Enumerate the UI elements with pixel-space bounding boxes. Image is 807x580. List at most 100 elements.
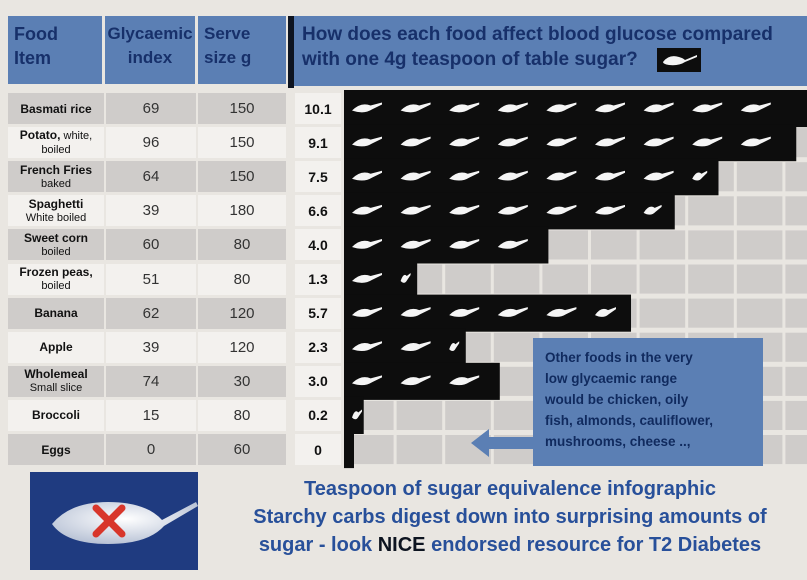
- food-name: Broccoli: [31, 408, 80, 423]
- teaspoon-of-sugar-icon: [546, 102, 577, 113]
- teaspoon-of-sugar-icon: [352, 375, 382, 386]
- food-name-cell: Spaghetti White boiled: [8, 195, 104, 227]
- empty-slot: [639, 298, 686, 328]
- callout-line1: Other foods in the very: [545, 350, 693, 365]
- food-name-cell: Broccoli: [8, 399, 104, 431]
- teaspoon-of-sugar-icon: [497, 238, 528, 249]
- empty-slot: [493, 366, 540, 396]
- teaspoon-value-label: 0.2: [295, 399, 341, 431]
- serve-size-cell: 150: [198, 161, 286, 193]
- teaspoon-of-sugar-icon: [546, 307, 577, 317]
- food-name-cell: Eggs: [8, 434, 104, 466]
- empty-slot: [785, 162, 807, 192]
- empty-slot: [688, 298, 734, 328]
- empty-slot: [445, 264, 491, 294]
- empty-slot: [736, 298, 783, 328]
- teaspoon-of-sugar-icon: [449, 307, 480, 317]
- food-name-cell: Potato, white, boiled: [8, 127, 104, 159]
- teaspoon-bar: [344, 294, 632, 332]
- empty-slot: [348, 435, 394, 465]
- teaspoon-of-sugar-icon: [546, 170, 577, 181]
- footer-line3-pre: sugar - look: [258, 534, 378, 556]
- teaspoon-of-sugar-icon: [352, 238, 382, 249]
- teaspoon-of-sugar-icon: [449, 238, 480, 249]
- empty-slot: [785, 332, 807, 362]
- teaspoon-of-sugar-icon: [352, 273, 382, 283]
- glycaemic-index-cell: 39: [106, 331, 196, 363]
- arrow-left-icon: [471, 427, 537, 464]
- food-subtitle: boiled: [41, 280, 71, 293]
- teaspoon-of-sugar-icon: [595, 307, 616, 317]
- empty-slot: [639, 230, 686, 260]
- header-question-line2-wrap: with one 4g teaspoon of table sugar?: [302, 47, 807, 72]
- empty-slot: [785, 298, 807, 328]
- teaspoon-of-sugar-icon: [740, 136, 771, 147]
- empty-slot: [785, 196, 807, 226]
- header-gi-line1: Glycaemic: [107, 24, 193, 43]
- header-food-line2: Item: [14, 48, 52, 68]
- teaspoon-of-sugar-icon: [400, 375, 431, 386]
- teaspoon-of-sugar-icon: [643, 204, 662, 215]
- glycaemic-index-cell: 60: [106, 229, 196, 261]
- food-subtitle: boiled: [41, 144, 71, 157]
- callout-line5: mushrooms, cheese ..,: [545, 434, 691, 449]
- serve-size-cell: 30: [198, 365, 286, 397]
- teaspoon-of-sugar-icon: [497, 204, 528, 215]
- teaspoon-of-sugar-icon: [546, 136, 577, 147]
- teaspoon-of-sugar-icon: [643, 136, 674, 147]
- teaspoon-of-sugar-icon: [497, 136, 528, 147]
- teaspoon-value-label: 10.1: [295, 93, 341, 125]
- empty-slot: [736, 196, 783, 226]
- teaspoon-of-sugar-icon: [595, 136, 625, 147]
- teaspoon-of-sugar-icon: [497, 102, 528, 113]
- teaspoon-of-sugar-icon: [692, 102, 723, 113]
- food-name: Potato, white,: [8, 128, 104, 143]
- teaspoon-of-sugar-icon: [400, 307, 431, 317]
- callout-line2: low glycaemic range: [545, 371, 678, 386]
- food-name-cell: Banana: [8, 297, 104, 329]
- empty-slot: [542, 264, 588, 294]
- food-name-cell: Basmati rice: [8, 93, 104, 125]
- food-name-main: Potato,: [19, 128, 61, 143]
- serve-size-cell: 80: [198, 263, 286, 295]
- empty-slot: [785, 230, 807, 260]
- teaspoon-of-sugar-icon: [449, 204, 480, 215]
- teaspoon-of-sugar-icon: [595, 102, 625, 113]
- footer-nice: NICE: [377, 534, 426, 556]
- header-question-line1: How does each food affect blood glucose …: [302, 24, 773, 45]
- header-question: How does each food affect blood glucose …: [294, 16, 807, 86]
- serve-size-cell: 150: [198, 127, 286, 159]
- teaspoon-value-label: 3.0: [295, 365, 341, 397]
- header-serve-line2: size g: [204, 48, 252, 67]
- food-name: Eggs: [41, 442, 71, 457]
- glycaemic-index-cell: 15: [106, 399, 196, 431]
- empty-slot: [785, 264, 807, 294]
- food-name-cell: Apple: [8, 331, 104, 363]
- teaspoon-of-sugar-icon: [400, 136, 431, 147]
- serve-size-cell: 180: [198, 195, 286, 227]
- teaspoon-of-sugar-icon: [497, 307, 528, 317]
- food-name-cell: Wholemeal Small slice: [8, 365, 104, 397]
- footer-caption: Teaspoon of sugar equivalence infographi…: [215, 475, 805, 559]
- serve-size-cell: 120: [198, 297, 286, 329]
- empty-slot: [542, 230, 588, 260]
- teaspoon-of-sugar-icon: [352, 204, 382, 215]
- header-divider: [288, 16, 294, 88]
- empty-slot: [736, 162, 783, 192]
- teaspoon-value-label: 1.3: [295, 263, 341, 295]
- food-name-cell: Frozen peas, boiled: [8, 263, 104, 295]
- callout-line4: fish, almonds, cauliflower,: [545, 413, 714, 428]
- header-serve-line1: Serve: [204, 24, 251, 43]
- serve-size-cell: 80: [198, 399, 286, 431]
- teaspoon-value-label: 5.7: [295, 297, 341, 329]
- teaspoon-of-sugar-icon: [449, 170, 480, 181]
- teaspoon-of-sugar-icon: [400, 238, 431, 249]
- food-name-cell: Sweet corn boiled: [8, 229, 104, 261]
- empty-slot: [445, 400, 491, 430]
- teaspoon-of-sugar-icon: [449, 341, 460, 352]
- teaspoon-value-label: 2.3: [295, 331, 341, 363]
- empty-slot: [688, 196, 734, 226]
- glycaemic-index-cell: 0: [106, 434, 196, 466]
- serve-size-cell: 80: [198, 229, 286, 261]
